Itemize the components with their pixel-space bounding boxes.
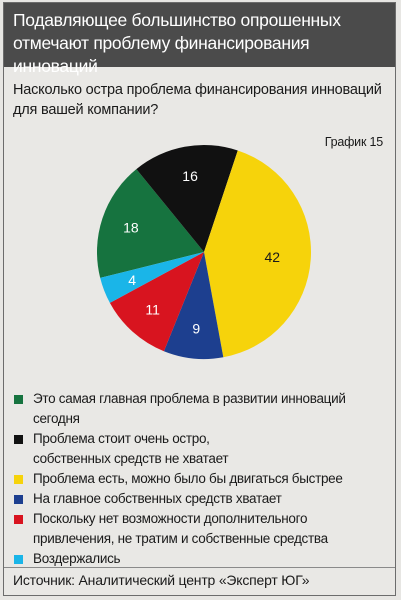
legend-swatch-6 — [14, 555, 23, 564]
chart-legend: Это самая главная проблема в развитии ин… — [13, 389, 393, 569]
source-divider — [4, 567, 395, 568]
legend-swatch-2 — [14, 435, 23, 444]
legend-label-5-line-1: Поскольку нет возможности дополнительног… — [33, 511, 308, 526]
source-note: Источник: Аналитический центр «Эксперт Ю… — [13, 572, 310, 588]
pie-slice-value-3: 42 — [265, 249, 281, 265]
survey-question: Насколько остра проблема финансирования … — [13, 80, 393, 120]
legend-label-3-line-1: Проблема есть, можно было бы двигаться б… — [33, 471, 343, 486]
legend-swatch-4 — [14, 495, 23, 504]
legend-label-6-line-1: Воздержались — [33, 551, 121, 566]
legend-label-2-line-1: Проблема стоит очень остро, — [33, 431, 210, 446]
legend-swatch-3 — [14, 475, 23, 484]
legend-item-4: На главное собственных средств хватает — [13, 489, 393, 509]
legend-swatch-5 — [14, 515, 23, 524]
legend-label-1-line-1: Это самая главная проблема в развитии ин… — [33, 391, 346, 426]
legend-item-6: Воздержались — [13, 549, 393, 569]
header-title-line-2: отмечают проблему финансирования инновац… — [13, 33, 310, 76]
legend-item-5: Поскольку нет возможности дополнительног… — [13, 509, 393, 549]
pie-slice-value-5: 11 — [145, 301, 160, 317]
survey-question-line-2: для вашей компании? — [13, 102, 159, 118]
pie-slice-value-2: 16 — [182, 168, 198, 184]
pie-slice-value-4: 9 — [192, 321, 200, 337]
pie-slice-value-1: 18 — [123, 220, 139, 236]
pie-slice-4 — [163, 252, 224, 359]
infographic-frame: Подавляющее большинство опрошенных отмеч… — [3, 2, 396, 596]
legend-swatch-1 — [14, 395, 23, 404]
pie-chart: 18 16 42 9 11 4 — [97, 145, 311, 359]
header-title-line-1: Подавляющее большинство опрошенных — [13, 10, 341, 30]
survey-question-line-1: Насколько остра проблема финансирования … — [13, 82, 382, 98]
legend-item-2: Проблема стоит очень остро, собственных с… — [13, 429, 393, 469]
pie-slice-5 — [109, 252, 204, 352]
pie-slice-3 — [204, 150, 311, 358]
header-title: Подавляющее большинство опрошенных отмеч… — [4, 3, 395, 76]
pie-slice-6 — [100, 252, 204, 303]
legend-label-2-line-2: собственных средств не хватает — [33, 451, 229, 466]
chart-number-label: График 15 — [324, 135, 383, 149]
legend-label-4-line-1: На главное собственных средств хватает — [33, 491, 282, 506]
pie-slice-2 — [136, 145, 238, 252]
legend-item-3: Проблема есть, можно было бы двигаться б… — [13, 469, 393, 489]
legend-item-1: Это самая главная проблема в развитии ин… — [13, 389, 393, 429]
pie-slice-1 — [97, 169, 204, 278]
pie-slice-value-6: 4 — [128, 272, 136, 288]
legend-label-5-line-2: привлечения, не тратим и собственные сре… — [33, 531, 328, 546]
